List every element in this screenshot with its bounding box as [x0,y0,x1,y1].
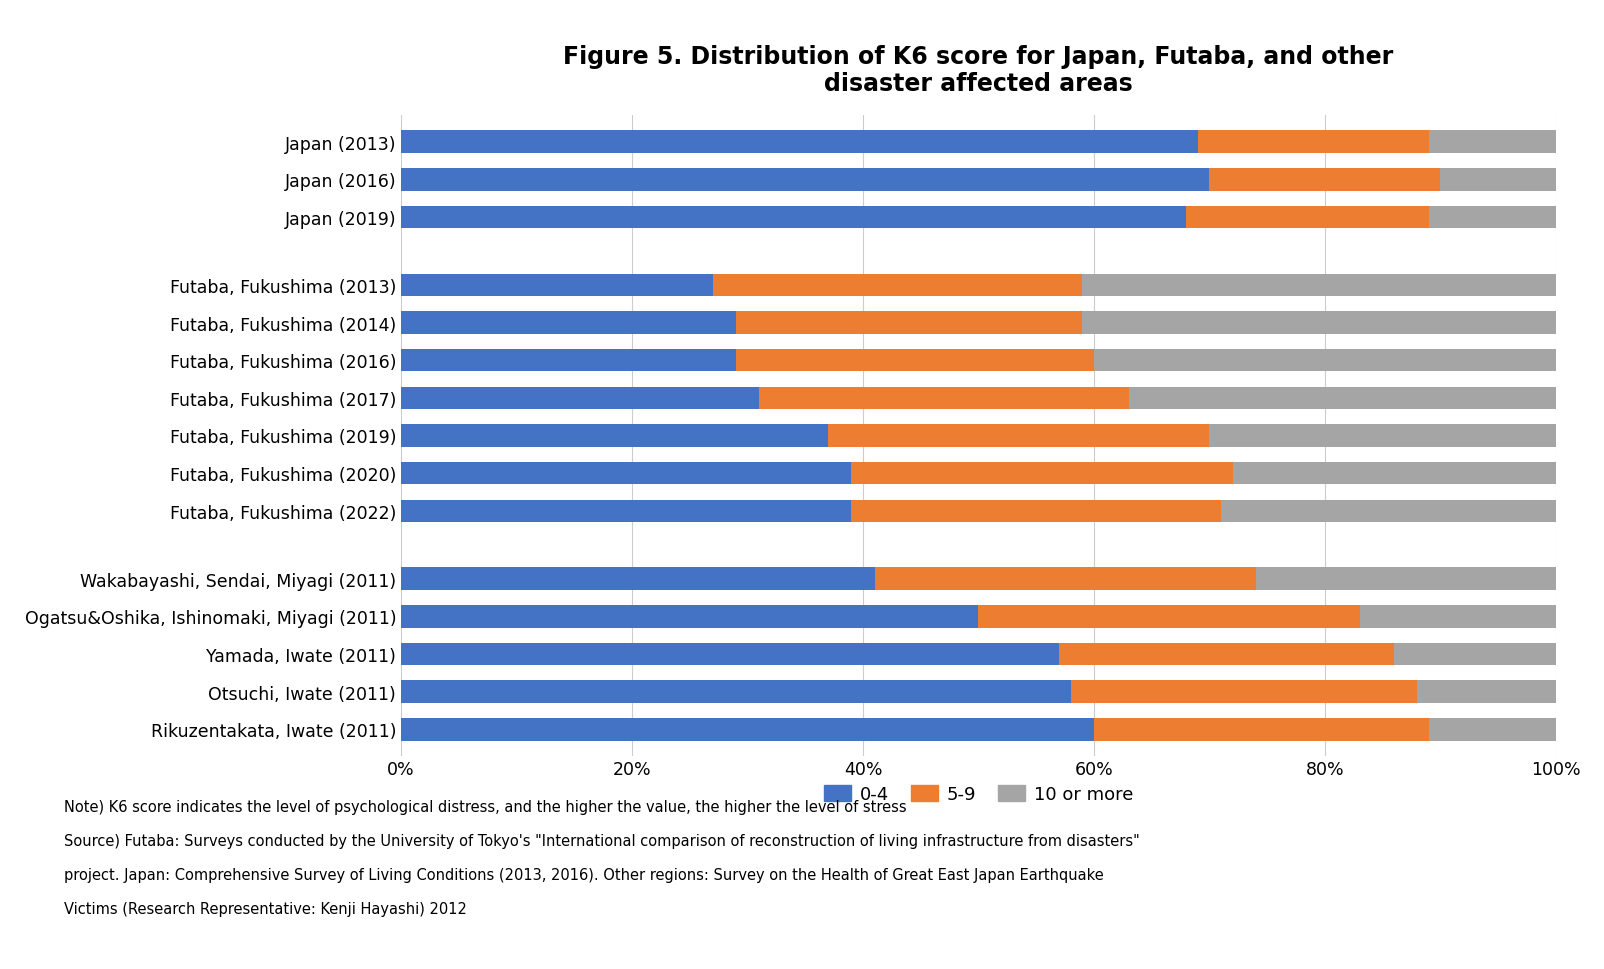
Bar [401,388,759,410]
Bar [1440,169,1556,192]
Bar [401,350,736,372]
Text: project. Japan: Comprehensive Survey of Living Conditions (2013, 2016). Other re: project. Japan: Comprehensive Survey of … [64,867,1104,882]
Bar [1221,500,1556,522]
Text: Source) Futaba: Surveys conducted by the University of Tokyo's "International co: Source) Futaba: Surveys conducted by the… [64,833,1140,848]
Bar [401,568,874,590]
Text: Note) K6 score indicates the level of psychological distress, and the higher the: Note) K6 score indicates the level of ps… [64,799,906,814]
Title: Figure 5. Distribution of K6 score for Japan, Futaba, and other
disaster affecte: Figure 5. Distribution of K6 score for J… [563,45,1394,96]
Bar [874,568,1256,590]
Bar [852,462,1232,484]
Bar [401,206,1187,229]
Bar [712,274,1083,297]
Bar [401,643,1059,666]
Text: Victims (Research Representative: Kenji Hayashi) 2012: Victims (Research Representative: Kenji … [64,901,467,916]
Bar [1187,206,1429,229]
Bar [401,312,736,334]
Bar [401,169,1209,192]
Bar [759,388,1129,410]
Bar [1094,718,1429,740]
Bar [1129,388,1556,410]
Bar [1418,680,1556,703]
Bar [401,424,828,448]
Bar [1094,350,1556,372]
Bar [1209,169,1440,192]
Bar [401,274,712,297]
Bar [1360,606,1556,628]
Bar [736,312,1083,334]
Bar [401,606,978,628]
Bar [1083,274,1556,297]
Bar [1429,718,1556,740]
Bar [1429,132,1556,154]
Bar [401,718,1094,740]
Bar [1209,424,1556,448]
Bar [1232,462,1556,484]
Bar [1394,643,1556,666]
Bar [401,132,1198,154]
Legend: 0-4, 5-9, 10 or more: 0-4, 5-9, 10 or more [816,778,1140,811]
Bar [978,606,1360,628]
Bar [736,350,1094,372]
Bar [1059,643,1394,666]
Bar [401,500,852,522]
Bar [1071,680,1418,703]
Bar [852,500,1221,522]
Bar [1256,568,1556,590]
Bar [1429,206,1556,229]
Bar [1083,312,1556,334]
Bar [828,424,1209,448]
Bar [1198,132,1429,154]
Bar [401,462,852,484]
Bar [401,680,1071,703]
